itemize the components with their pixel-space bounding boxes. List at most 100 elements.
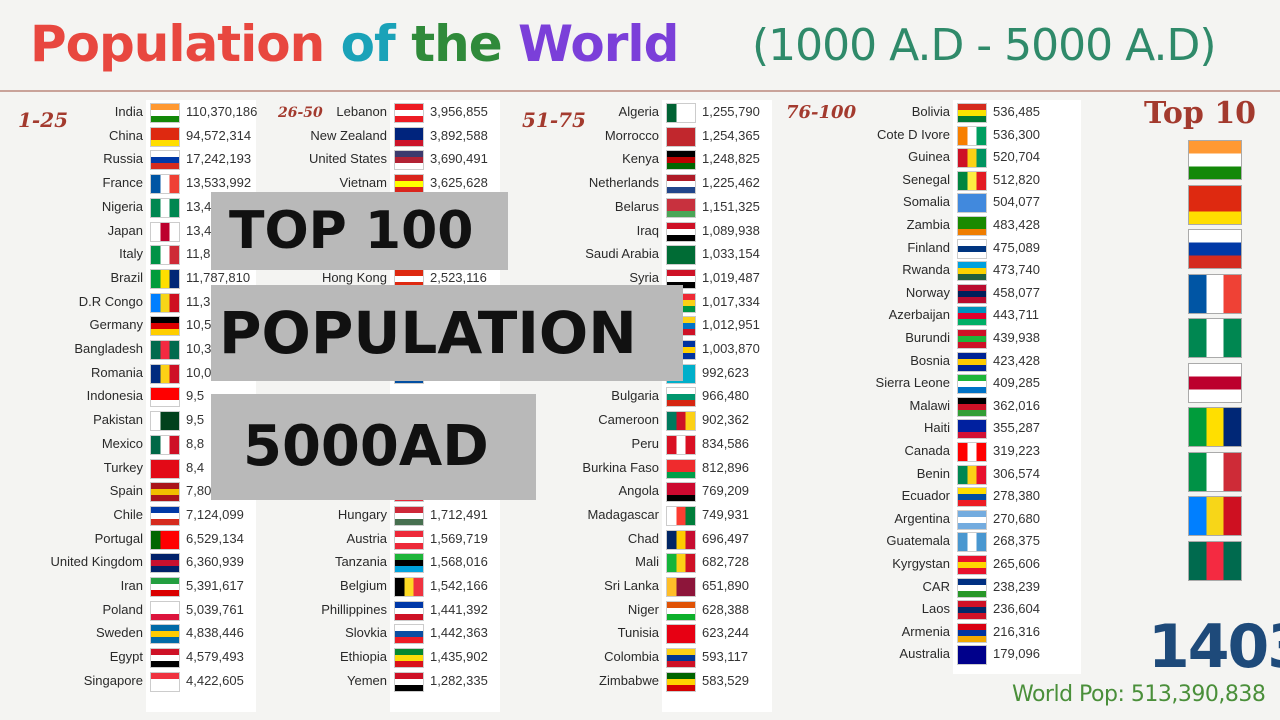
country-name: Australia bbox=[0, 643, 950, 667]
country-name-text: Madagascar bbox=[587, 506, 659, 522]
country-name: China bbox=[0, 125, 143, 149]
population-value-text: 362,016 bbox=[993, 397, 1040, 413]
country-flag-icon bbox=[957, 261, 987, 282]
country-name: Bosnia bbox=[0, 350, 950, 374]
country-flag-icon bbox=[394, 126, 424, 147]
population-value-text: 270,680 bbox=[993, 510, 1040, 526]
country-name-text: Azerbaijan bbox=[888, 307, 950, 323]
country-name: Senegal bbox=[0, 169, 950, 193]
country-name-text: Australia bbox=[899, 646, 950, 662]
country-flag-icon bbox=[666, 553, 696, 574]
country-name-text: Laos bbox=[921, 601, 950, 617]
country-flag-icon bbox=[957, 464, 987, 485]
country-name-text: Zambia bbox=[906, 217, 950, 232]
country-name-text: Russia bbox=[103, 151, 143, 167]
country-name: Armenia bbox=[0, 621, 950, 645]
country-name-text: India bbox=[114, 104, 143, 119]
population-value-text: 2,523,116 bbox=[430, 269, 487, 285]
population-value-text: 10,3 bbox=[186, 341, 212, 356]
country-flag-icon bbox=[957, 170, 987, 191]
country-name-text: Algeria bbox=[618, 104, 659, 119]
population-value-text: 992,623 bbox=[702, 364, 749, 380]
country-flag-icon bbox=[957, 509, 987, 530]
country-name-text: Pakistan bbox=[93, 412, 143, 428]
country-flag-icon bbox=[666, 648, 696, 669]
country-name-text: Austria bbox=[346, 530, 387, 546]
country-flag-icon bbox=[150, 268, 180, 289]
country-flag-icon bbox=[957, 645, 987, 666]
country-name-text: Sierra Leone bbox=[875, 375, 950, 391]
country-name: Morrocco bbox=[0, 125, 659, 149]
country-name-text: Vietnam bbox=[339, 175, 387, 191]
rank-range-label: 1-25 bbox=[18, 108, 69, 132]
country-name-text: Guinea bbox=[908, 149, 950, 165]
country-name: Argentina bbox=[0, 508, 950, 532]
country-flag-icon bbox=[150, 434, 180, 455]
population-value-text: 812,896 bbox=[702, 459, 749, 475]
country-flag-icon bbox=[150, 505, 180, 526]
country-name: Somalia bbox=[0, 191, 950, 215]
country-name-text: Belarus bbox=[614, 198, 659, 214]
country-name-text: D.R Congo bbox=[78, 293, 143, 309]
country-flag-icon bbox=[957, 306, 987, 327]
country-name-text: Somalia bbox=[903, 194, 950, 210]
country-name-text: Sri Lanka bbox=[604, 578, 659, 593]
country-flag-icon bbox=[957, 238, 987, 259]
country-name: Madagascar bbox=[0, 504, 659, 528]
population-value-text: 238,239 bbox=[993, 578, 1040, 594]
country-name-text: Bulgaria bbox=[611, 388, 659, 404]
population-value-text: 1,089,938 bbox=[702, 222, 760, 238]
population-value-text: 423,428 bbox=[993, 352, 1040, 368]
country-flag-icon bbox=[957, 577, 987, 598]
population-value-text: 13,4 bbox=[186, 222, 212, 238]
top10-flag-icon bbox=[1188, 184, 1242, 225]
country-flag-icon bbox=[150, 648, 180, 669]
country-flag-icon bbox=[150, 411, 180, 432]
country-name: Niger bbox=[0, 599, 659, 623]
country-name: Saudi Arabia bbox=[0, 243, 659, 267]
country-flag-icon bbox=[150, 174, 180, 195]
country-name: Zimbabwe bbox=[0, 670, 659, 694]
population-value-text: 4,838,446 bbox=[186, 625, 244, 641]
population-value-text: 268,375 bbox=[993, 533, 1040, 549]
population-value-text: 834,586 bbox=[702, 435, 749, 451]
population-value-text: 1,569,719 bbox=[430, 530, 488, 546]
country-flag-icon bbox=[957, 283, 987, 304]
country-name-text: Phillippines bbox=[321, 601, 387, 617]
country-name-text: Canada bbox=[904, 443, 950, 458]
country-flag-icon bbox=[150, 482, 180, 503]
population-value-text: 458,077 bbox=[993, 284, 1040, 300]
country-flag-icon bbox=[666, 529, 696, 550]
country-flag-icon bbox=[666, 103, 696, 123]
population-value-text: 1,254,365 bbox=[702, 127, 760, 143]
title-word-the: the bbox=[411, 15, 502, 73]
population-value-text: 5,039,761 bbox=[186, 601, 244, 617]
country-flag-icon bbox=[957, 396, 987, 417]
country-name-text: Cote D Ivore bbox=[877, 126, 950, 142]
country-flag-icon bbox=[150, 671, 180, 692]
population-value-text: 10,5 bbox=[186, 317, 212, 333]
country-name: Turkey bbox=[0, 457, 143, 481]
page-title: Population of the World bbox=[30, 2, 679, 86]
country-name-text: Haiti bbox=[923, 420, 950, 436]
population-value-text: 512,820 bbox=[993, 171, 1040, 187]
country-flag-icon bbox=[150, 387, 180, 408]
population-value-text: 11,787,810 bbox=[186, 269, 251, 285]
country-name: Phillippines bbox=[0, 599, 387, 623]
population-value-text: 696,497 bbox=[702, 530, 749, 546]
country-name-text: New Zealand bbox=[310, 127, 387, 143]
country-flag-icon bbox=[394, 529, 424, 550]
country-name-text: Chad bbox=[627, 530, 659, 546]
country-name-text: Lebanon bbox=[336, 104, 387, 119]
country-name: CAR bbox=[0, 576, 950, 600]
country-name-text: Mali bbox=[635, 554, 659, 570]
population-value-text: 9,5 bbox=[186, 388, 205, 404]
country-name-text: Niger bbox=[627, 601, 659, 617]
country-name: Tanzania bbox=[0, 551, 387, 575]
population-value-text: 3,625,628 bbox=[430, 175, 488, 191]
population-value-text: 3,956,855 bbox=[430, 104, 488, 119]
country-flag-icon bbox=[666, 434, 696, 455]
country-name: Egypt bbox=[0, 646, 143, 670]
country-name: Cameroon bbox=[0, 409, 659, 433]
population-value-text: 1,012,951 bbox=[702, 317, 760, 333]
